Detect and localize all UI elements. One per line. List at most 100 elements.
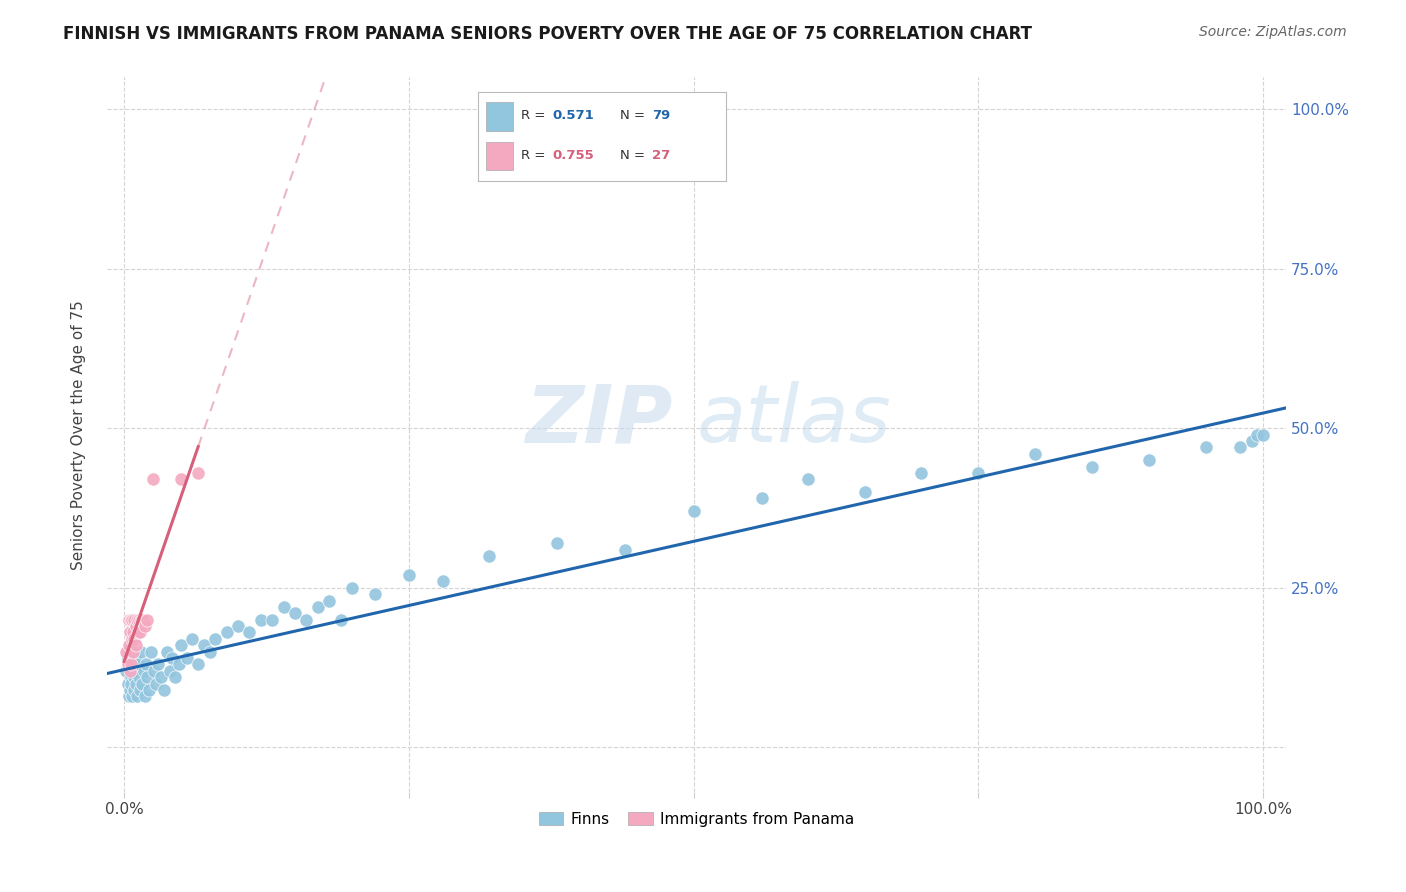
Text: atlas: atlas	[696, 382, 891, 459]
Point	[160, 651, 183, 665]
Point	[340, 581, 363, 595]
Point	[120, 657, 142, 672]
Point	[122, 645, 145, 659]
Point	[129, 613, 152, 627]
Point	[226, 619, 249, 633]
Point	[136, 670, 159, 684]
Point	[118, 638, 141, 652]
Y-axis label: Seniors Poverty Over the Age of 75: Seniors Poverty Over the Age of 75	[72, 300, 86, 570]
Point	[142, 664, 165, 678]
Point	[122, 645, 145, 659]
Point	[118, 613, 141, 627]
Point	[125, 690, 148, 704]
Legend: Finns, Immigrants from Panama: Finns, Immigrants from Panama	[531, 804, 862, 834]
Point	[134, 690, 156, 704]
Point	[1081, 459, 1104, 474]
Point	[122, 625, 145, 640]
Point	[117, 651, 139, 665]
Point	[170, 472, 193, 486]
Point	[295, 613, 318, 627]
Point	[124, 682, 146, 697]
Point	[118, 682, 141, 697]
Point	[153, 682, 176, 697]
Point	[136, 613, 159, 627]
Point	[238, 625, 260, 640]
Point	[121, 613, 143, 627]
Point	[129, 682, 152, 697]
Point	[614, 542, 637, 557]
Text: Source: ZipAtlas.com: Source: ZipAtlas.com	[1199, 25, 1347, 39]
Point	[120, 676, 142, 690]
Point	[432, 574, 454, 589]
Point	[124, 619, 146, 633]
Point	[122, 664, 145, 678]
Point	[135, 657, 157, 672]
Point	[1251, 427, 1274, 442]
Point	[115, 645, 138, 659]
Point	[751, 491, 773, 506]
Point	[187, 657, 209, 672]
Point	[364, 587, 387, 601]
Point	[204, 632, 226, 646]
Point	[181, 632, 204, 646]
Point	[1246, 427, 1268, 442]
Point	[193, 638, 215, 652]
Point	[120, 613, 142, 627]
Point	[159, 664, 181, 678]
Point	[118, 625, 141, 640]
Point	[262, 613, 284, 627]
Point	[149, 670, 172, 684]
Point	[131, 613, 153, 627]
Point	[273, 599, 295, 614]
Point	[124, 632, 146, 646]
Point	[124, 676, 146, 690]
Point	[853, 485, 876, 500]
Point	[156, 645, 179, 659]
Point	[118, 664, 141, 678]
Point	[307, 599, 329, 614]
Point	[138, 682, 160, 697]
Point	[118, 657, 141, 672]
Point	[118, 645, 141, 659]
Point	[145, 676, 167, 690]
Point	[121, 690, 143, 704]
Point	[910, 466, 932, 480]
Point	[118, 690, 141, 704]
Point	[129, 645, 152, 659]
Point	[117, 657, 139, 672]
Text: FINNISH VS IMMIGRANTS FROM PANAMA SENIORS POVERTY OVER THE AGE OF 75 CORRELATION: FINNISH VS IMMIGRANTS FROM PANAMA SENIOR…	[63, 25, 1032, 43]
Point	[329, 613, 352, 627]
Point	[121, 657, 143, 672]
Point	[796, 472, 818, 486]
Point	[198, 645, 221, 659]
Point	[124, 670, 146, 684]
Point	[121, 632, 143, 646]
Point	[128, 613, 150, 627]
Point	[142, 472, 165, 486]
Point	[120, 670, 142, 684]
Point	[215, 625, 238, 640]
Point	[1137, 453, 1160, 467]
Point	[1240, 434, 1263, 448]
Point	[187, 466, 209, 480]
Point	[478, 549, 501, 563]
Point	[134, 619, 156, 633]
Point	[141, 645, 163, 659]
Point	[284, 607, 307, 621]
Point	[117, 676, 139, 690]
Point	[398, 568, 420, 582]
Point	[1195, 441, 1218, 455]
Point	[167, 657, 190, 672]
Point	[125, 664, 148, 678]
Point	[1024, 447, 1046, 461]
Point	[127, 625, 149, 640]
Text: ZIP: ZIP	[526, 382, 673, 459]
Point	[176, 651, 198, 665]
Point	[124, 638, 146, 652]
Point	[131, 676, 153, 690]
Point	[125, 613, 148, 627]
Point	[115, 664, 138, 678]
Point	[127, 657, 149, 672]
Point	[148, 657, 170, 672]
Point	[132, 664, 155, 678]
